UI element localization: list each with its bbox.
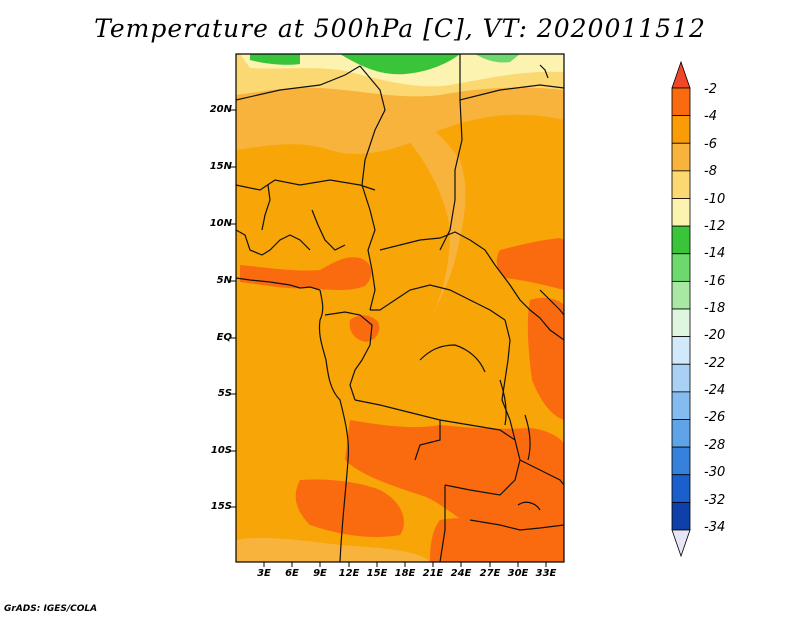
contour-dark-5 xyxy=(295,479,404,537)
lon-label-3e: 3E xyxy=(257,568,271,579)
lon-label-33e: 33E xyxy=(535,568,557,579)
colorbar-segment xyxy=(671,198,691,227)
contour-dark-3 xyxy=(527,297,564,420)
contour-green-north-2 xyxy=(340,54,460,75)
colorbar-label: -30 xyxy=(704,465,726,480)
map-title: Temperature at 500hPa [C], VT: 202001151… xyxy=(94,14,706,43)
colorbar-segment xyxy=(671,501,691,531)
colorbar-label: -22 xyxy=(704,356,726,371)
map-frame xyxy=(235,53,565,563)
colorbar-label: -6 xyxy=(704,137,717,152)
colorbar-label: -34 xyxy=(704,520,726,535)
colorbar-label: -14 xyxy=(704,246,726,261)
colorbar-segment xyxy=(671,225,691,255)
lon-label-27e: 27E xyxy=(479,568,501,579)
map-panel xyxy=(236,54,564,562)
colorbar-label: -16 xyxy=(704,274,726,289)
colorbar-segment xyxy=(671,446,691,476)
colorbar-segment xyxy=(671,280,691,310)
colorbar-segment xyxy=(671,474,691,503)
lon-label-12e: 12E xyxy=(338,568,360,579)
contour-light-sw xyxy=(236,537,430,562)
lon-label-24e: 24E xyxy=(450,568,472,579)
lat-label-10n: 10N xyxy=(209,218,232,229)
lat-label-5s: 5S xyxy=(217,388,232,399)
axis-ticks xyxy=(230,109,547,567)
contour-dark-4 xyxy=(345,420,564,533)
colorbar-top-arrow xyxy=(671,60,691,89)
colorbar-segment xyxy=(671,419,691,448)
lat-label-15n: 15N xyxy=(209,161,232,172)
colorbar-label: -28 xyxy=(704,438,726,453)
contour-yellow-tongue xyxy=(380,95,466,320)
lat-label-5n: 5N xyxy=(216,275,232,286)
colorbar-segment xyxy=(671,170,691,199)
lon-label-9e: 9E xyxy=(313,568,327,579)
lon-label-21e: 21E xyxy=(422,568,444,579)
contour-dark-2 xyxy=(496,238,564,290)
contour-dark-7 xyxy=(349,315,380,342)
lon-label-15e: 15E xyxy=(366,568,388,579)
lon-label-6e: 6E xyxy=(285,568,299,579)
colorbar-segment xyxy=(671,115,691,144)
colorbar-bottom-arrow xyxy=(671,529,691,558)
lat-label-20n: 20N xyxy=(209,104,232,115)
lon-label-18e: 18E xyxy=(394,568,416,579)
colorbar-label: -20 xyxy=(704,328,726,343)
contour-green-north xyxy=(250,54,300,65)
credit-text: GrADS: IGES/COLA xyxy=(4,604,98,614)
colorbar-segment xyxy=(671,391,691,420)
colorbar xyxy=(671,60,691,558)
colorbar-segment xyxy=(671,253,691,282)
lat-label-15s: 15S xyxy=(210,501,232,512)
colorbar-segment xyxy=(671,87,691,117)
colorbar-label: -26 xyxy=(704,410,726,425)
colorbar-label: -32 xyxy=(704,493,726,508)
colorbar-segment xyxy=(671,336,691,365)
lon-label-30e: 30E xyxy=(507,568,529,579)
colorbar-segment xyxy=(671,308,691,338)
colorbar-label: -18 xyxy=(704,301,726,316)
contour-green-north-3 xyxy=(475,54,520,63)
lat-label-eq: EQ xyxy=(216,332,232,343)
colorbar-segment xyxy=(671,363,691,393)
borders xyxy=(235,54,565,563)
colorbar-label: -24 xyxy=(704,383,726,398)
colorbar-label: -10 xyxy=(704,192,726,207)
colorbar-segment xyxy=(671,142,691,172)
colorbar-label: -2 xyxy=(704,82,717,97)
colorbar-label: -8 xyxy=(704,164,717,179)
colorbar-label: -4 xyxy=(704,109,717,124)
contour-west-band xyxy=(236,280,324,562)
colorbar-label: -12 xyxy=(704,219,726,234)
lat-label-10s: 10S xyxy=(210,445,232,456)
